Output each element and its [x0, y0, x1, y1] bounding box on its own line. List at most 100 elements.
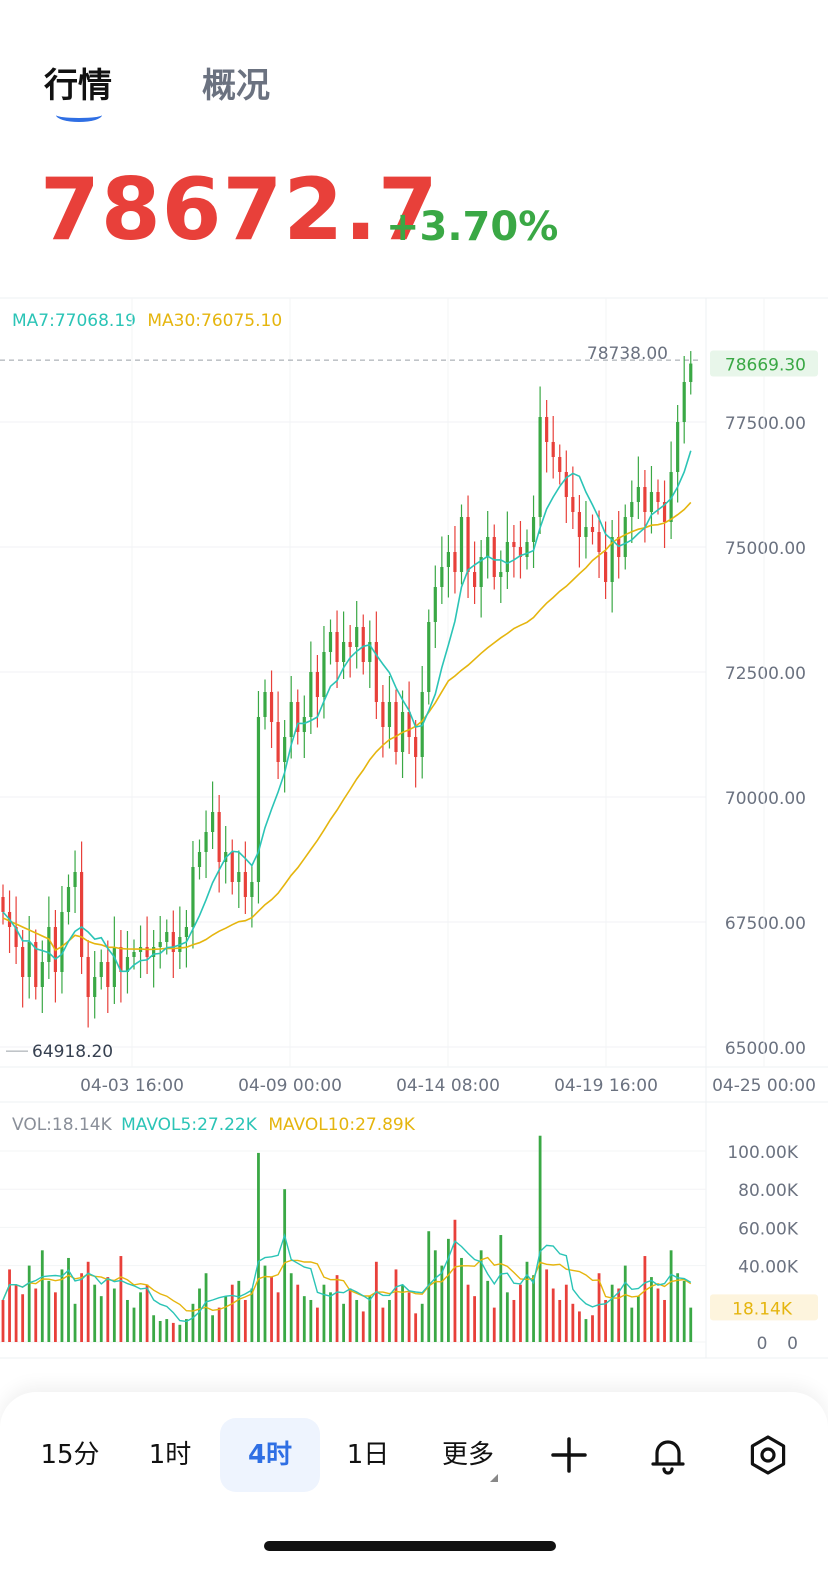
- last-price: 78672.7: [40, 160, 439, 260]
- candle-body: [499, 572, 503, 577]
- candle-body: [479, 557, 483, 587]
- candle-body: [577, 512, 581, 537]
- volume-bar: [578, 1311, 581, 1342]
- candle-body: [643, 487, 647, 512]
- candle-body: [597, 532, 601, 552]
- interval-15m[interactable]: 15分: [40, 1440, 100, 1470]
- volume-bar: [27, 1265, 31, 1342]
- volume-bar: [466, 1284, 470, 1342]
- tab-overview[interactable]: 概况: [202, 66, 270, 106]
- price-axis-label: 65000.00: [725, 1039, 806, 1059]
- candle-body: [256, 717, 261, 882]
- volume-bar: [99, 1296, 103, 1342]
- candle-body: [662, 502, 667, 522]
- plus-icon[interactable]: [539, 1418, 599, 1492]
- tab-market[interactable]: 行情: [44, 66, 112, 106]
- volume-bar: [525, 1261, 529, 1342]
- interval-4h[interactable]: 4时: [220, 1418, 320, 1492]
- time-axis-label: 04-14 08:00: [396, 1076, 500, 1096]
- bottom-toolbar: [0, 1392, 828, 1588]
- candle-body: [407, 712, 411, 737]
- volume-bar: [54, 1292, 57, 1342]
- volume-bar: [329, 1292, 332, 1342]
- candle-body: [689, 363, 693, 382]
- interval-1h[interactable]: 1时: [148, 1440, 192, 1470]
- volume-bar: [656, 1288, 660, 1342]
- settings-icon[interactable]: [738, 1418, 798, 1492]
- volume-bar: [342, 1303, 345, 1342]
- candlestick-chart[interactable]: 77500.00 75000.00 72500.00 70000.00 67500.00…: [0, 290, 828, 1390]
- candle-body: [328, 632, 333, 652]
- ma-legend: MA7:77068.19 MA30:76075.10: [12, 311, 282, 331]
- volume-bar: [309, 1299, 313, 1342]
- candle-body: [99, 962, 103, 977]
- candle-body: [158, 942, 162, 947]
- candle-body: [250, 882, 254, 897]
- volume-bar: [270, 1277, 273, 1342]
- volume-bar: [499, 1235, 503, 1342]
- candle-body: [1, 897, 5, 912]
- volume-bar: [414, 1313, 418, 1342]
- time-axis-label: 04-09 00:00: [238, 1076, 342, 1096]
- volume-bar: [119, 1256, 123, 1342]
- volume-bar: [682, 1280, 686, 1342]
- candle-body: [525, 542, 529, 557]
- volume-bar: [165, 1319, 169, 1342]
- bell-icon[interactable]: [638, 1418, 698, 1492]
- candle-body: [374, 642, 378, 702]
- volume-bar: [86, 1261, 90, 1342]
- interval-more[interactable]: 更多: [441, 1440, 494, 1470]
- candle-body: [584, 527, 588, 537]
- volume-bar: [80, 1273, 83, 1342]
- volume-bar: [433, 1250, 437, 1342]
- candle-body: [387, 702, 392, 727]
- candle-body: [355, 627, 359, 647]
- volume-bar: [237, 1280, 241, 1342]
- volume-bar: [453, 1219, 457, 1342]
- candle-body: [184, 927, 188, 937]
- candle-body: [152, 947, 156, 957]
- volume-bar: [348, 1288, 352, 1342]
- candle-body: [531, 517, 536, 542]
- volume-bar: [623, 1265, 627, 1342]
- volume-axis-label: 40.00K: [738, 1258, 799, 1278]
- interval-1d[interactable]: 1日: [346, 1440, 390, 1470]
- volume-bar: [558, 1299, 562, 1342]
- candle-body: [296, 702, 300, 732]
- volume-bar: [564, 1284, 568, 1342]
- mavol10-line: [2, 1256, 692, 1312]
- volume-bar: [145, 1284, 149, 1342]
- candle-body: [283, 737, 287, 762]
- candle-body: [492, 537, 496, 577]
- volume-bar: [191, 1303, 195, 1342]
- candle-body: [171, 932, 175, 952]
- candle-body: [551, 442, 555, 457]
- volume-bar: [47, 1280, 51, 1342]
- candle-body: [414, 737, 418, 757]
- volume-bar: [604, 1299, 607, 1342]
- candle-body: [60, 912, 64, 972]
- candle-body: [545, 417, 549, 442]
- candle-body: [217, 812, 221, 862]
- candle-body: [649, 492, 654, 512]
- volume-legend: VOL:18.14K MAVOL5:27.22K MAVOL10:27.89K: [12, 1115, 415, 1135]
- candle-body: [361, 627, 365, 662]
- volume-bar: [650, 1277, 653, 1342]
- volume-bar: [355, 1299, 359, 1342]
- price-axis-label: 75000.00: [725, 539, 806, 559]
- more-dropdown-icon: [490, 1474, 498, 1482]
- volume-bar: [407, 1292, 411, 1342]
- candle-body: [191, 867, 195, 927]
- price-axis-label: 70000.00: [725, 789, 806, 809]
- volume-bar: [460, 1257, 463, 1342]
- volume-bar: [316, 1307, 319, 1342]
- volume-bar: [126, 1299, 129, 1342]
- volume-bar: [34, 1288, 38, 1342]
- volume-bar: [689, 1307, 693, 1342]
- ma30-line: [2, 501, 692, 952]
- ma7-value: MA7:77068.19: [12, 311, 136, 331]
- volume-bar: [243, 1299, 247, 1342]
- candle-body: [132, 952, 136, 957]
- candle-body: [459, 517, 464, 572]
- candle-body: [394, 702, 398, 752]
